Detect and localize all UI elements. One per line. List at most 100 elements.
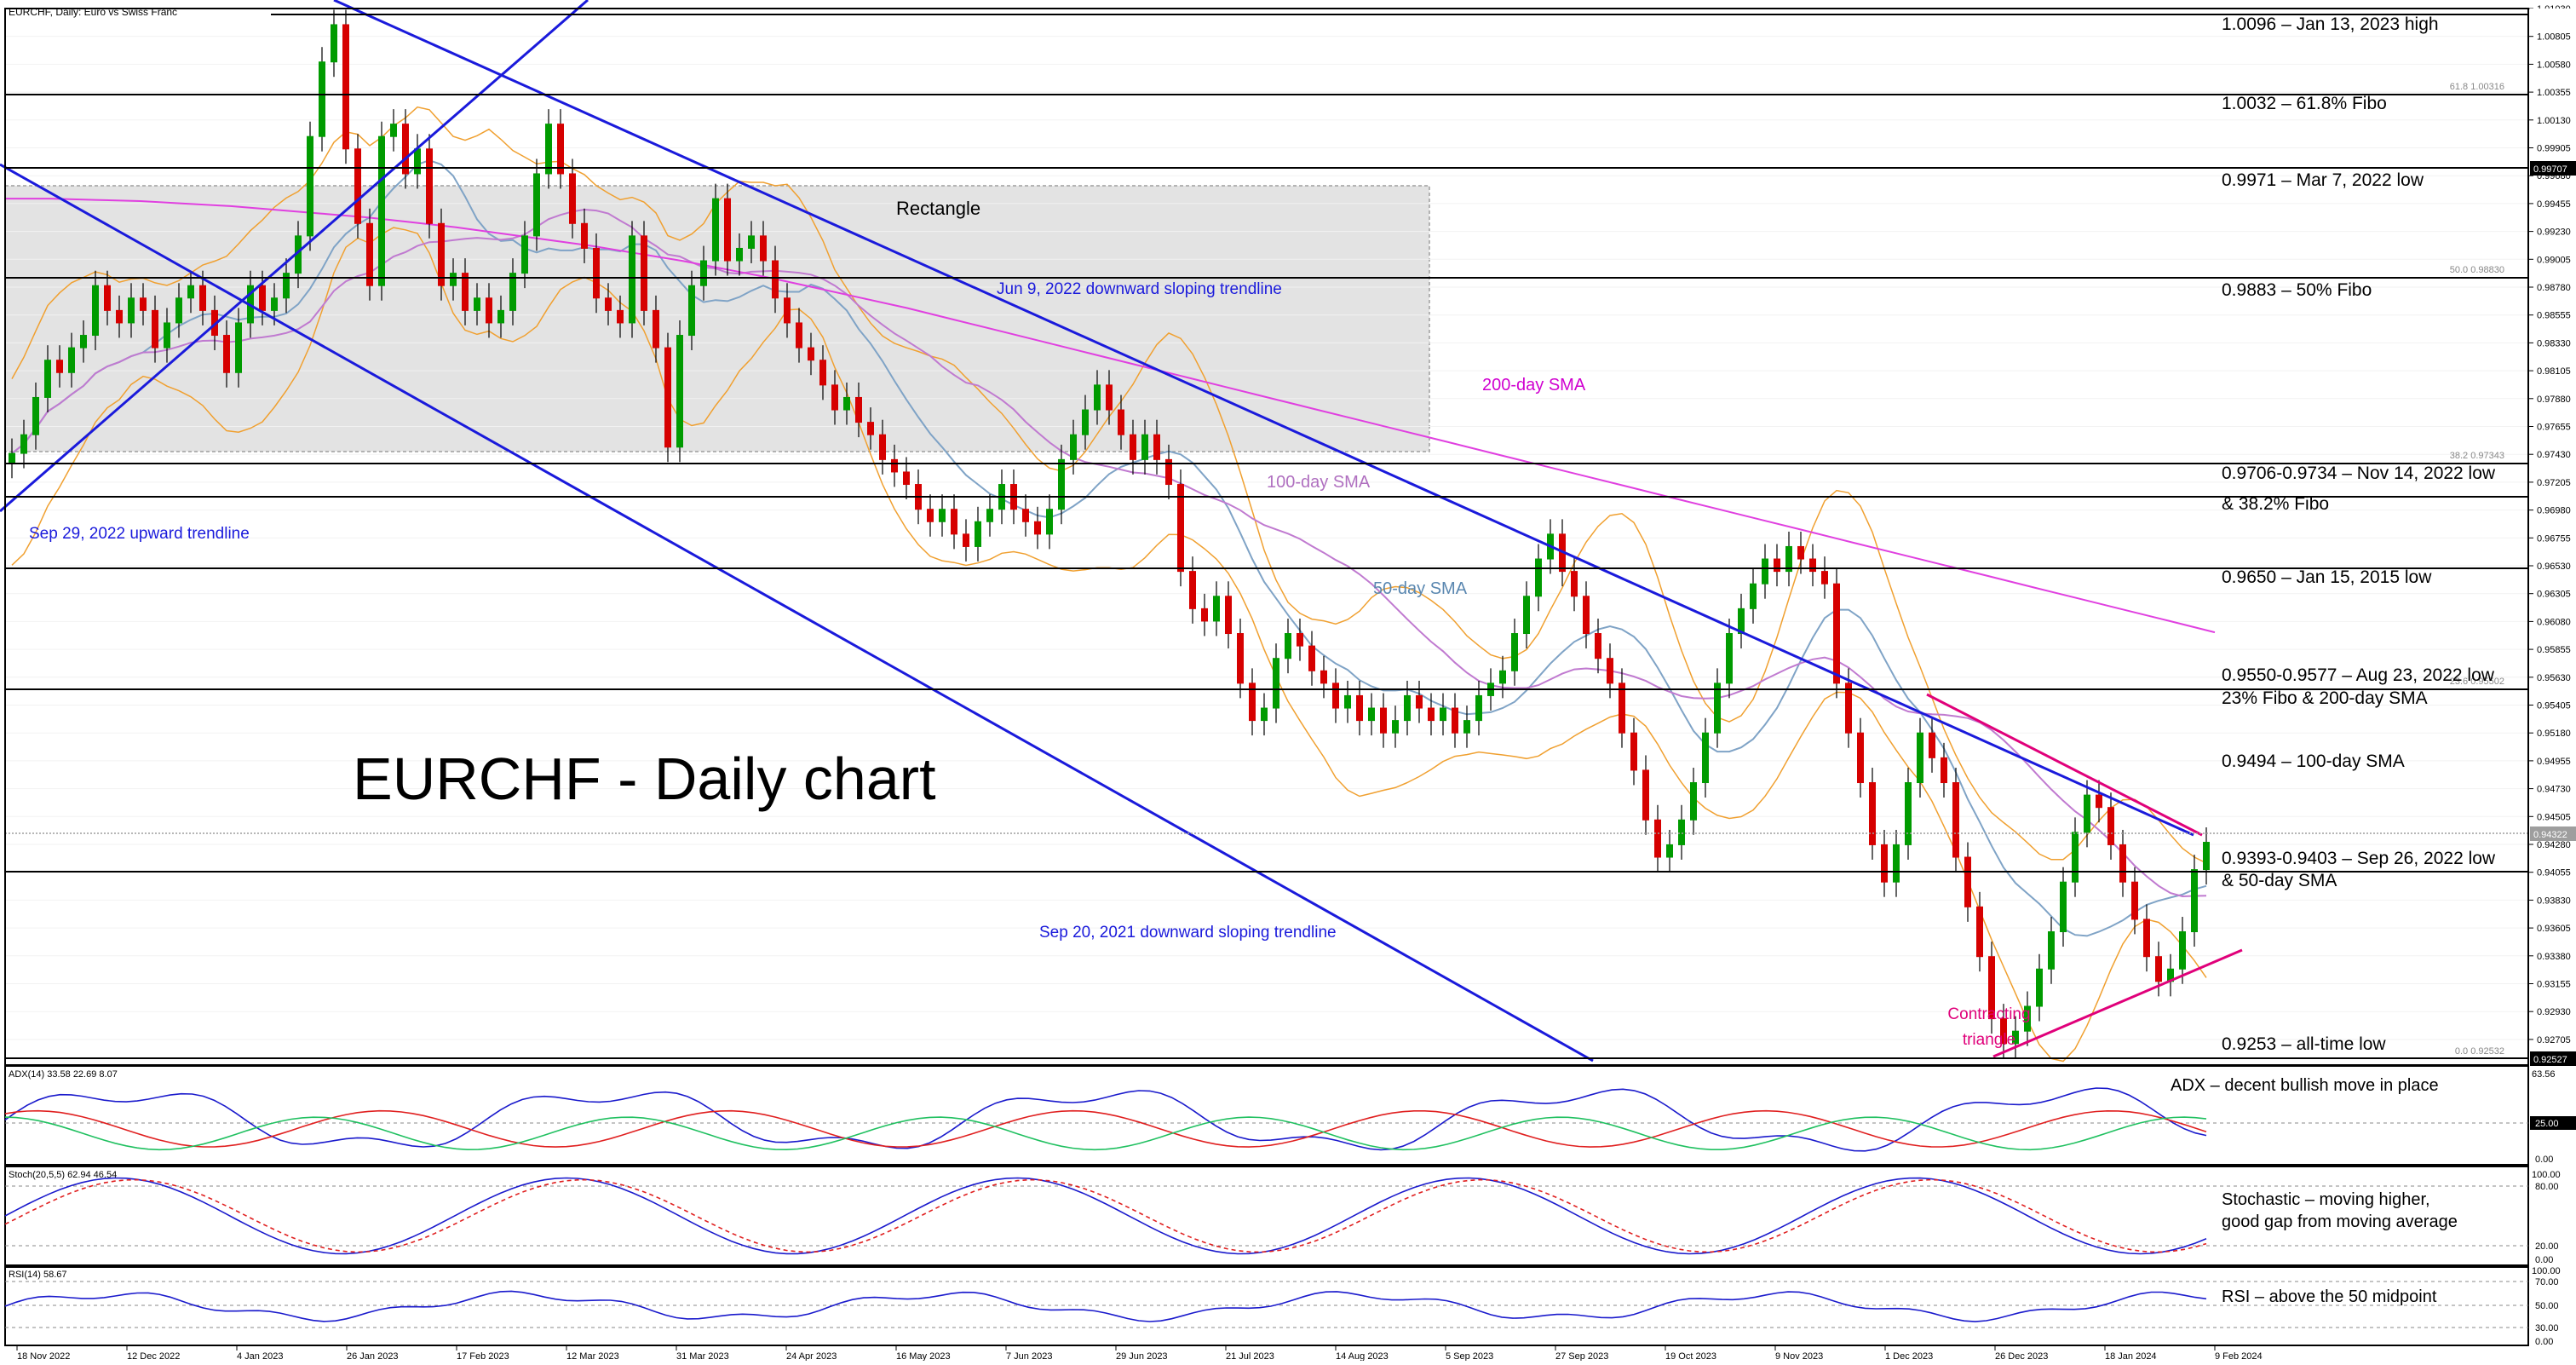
candle-body: [235, 322, 242, 373]
candle-body: [1034, 521, 1041, 535]
candle-body: [2191, 869, 2198, 933]
x-tick-label: 9 Nov 2023: [1775, 1351, 1823, 1361]
candle-body: [1141, 434, 1148, 460]
candle-body: [1273, 658, 1279, 709]
candle-body: [402, 124, 409, 175]
x-tick-label: 18 Jan 2024: [2105, 1351, 2157, 1361]
y-tick-label: 0.92705: [2537, 1035, 2571, 1045]
candle-body: [1726, 633, 1733, 684]
level-label-9393: 0.9393-0.9403 – Sep 26, 2022 low: [2222, 849, 2496, 868]
y-tick-label: 0.98780: [2537, 283, 2571, 293]
candle-body: [1130, 434, 1136, 460]
x-tick-label: 24 Apr 2023: [786, 1351, 837, 1361]
stoch-20-tick: 20.00: [2535, 1241, 2559, 1252]
stoch-top-tick: 100.00: [2532, 1170, 2561, 1180]
candle-body: [521, 235, 528, 274]
candle-body: [1988, 956, 1995, 1020]
y-tick-label: 0.94955: [2537, 757, 2571, 767]
triangle-upper-line: [1926, 693, 2203, 837]
sma50-label: 50-day SMA: [1373, 579, 1468, 598]
candle-body: [653, 309, 659, 348]
x-tick-label: 31 Mar 2023: [676, 1351, 729, 1361]
y-tick-label: 0.94730: [2537, 785, 2571, 795]
candle-body: [2024, 1005, 2031, 1032]
y-tick-label: 0.92930: [2537, 1007, 2571, 1017]
candle-body: [390, 124, 397, 137]
candle-body: [1964, 856, 1971, 907]
candle-body: [1642, 769, 1649, 821]
candle-body: [986, 509, 993, 522]
candle-body: [2060, 881, 2067, 933]
candle-body: [486, 297, 492, 324]
y-tick-label: 0.98105: [2537, 366, 2571, 377]
level-label-9706b: & 38.2% Fibo: [2222, 494, 2329, 514]
adx-top-tick: 63.56: [2532, 1069, 2556, 1080]
symbol-header: EURCHF, Daily: Euro vs Swiss Franc: [9, 6, 177, 18]
rsi-70-tick: 70.00: [2535, 1277, 2559, 1287]
candle-body: [831, 384, 838, 411]
candle-body: [641, 235, 647, 311]
y-tick-label: 0.99455: [2537, 199, 2571, 210]
y-tick-label: 0.97430: [2537, 450, 2571, 460]
candle-body: [772, 260, 779, 299]
candle-body: [1452, 707, 1458, 734]
rsi-30-tick: 30.00: [2535, 1323, 2559, 1333]
candle-body: [1762, 558, 1768, 585]
level-label-low: 0.9253 – all-time low: [2222, 1034, 2386, 1054]
candle-body: [438, 222, 445, 286]
candle-body: [1308, 645, 1315, 671]
sep29-upward-trendline: [0, 0, 589, 513]
candle-body: [796, 322, 802, 348]
candle-body: [199, 285, 206, 311]
candle-body: [1404, 694, 1411, 722]
candle-body: [605, 297, 612, 311]
rsi-panel: RSI(14) 58.67 RSI – above the 50 midpoin…: [4, 1266, 2561, 1347]
candle-body: [1583, 596, 1590, 635]
candle-body: [1738, 608, 1745, 635]
candle-body: [1845, 682, 1852, 734]
candle-body: [1070, 434, 1077, 460]
x-tick-label: 14 Aug 2023: [1336, 1351, 1389, 1361]
candle-body: [32, 396, 39, 435]
candle-body: [1595, 633, 1601, 659]
x-tick-label: 12 Mar 2023: [566, 1351, 619, 1361]
candle-body: [104, 285, 111, 311]
candle-body: [712, 198, 719, 262]
candle-body: [1630, 732, 1637, 771]
candle-body: [426, 148, 433, 224]
jun9-trendline: [333, 0, 2194, 837]
candle-body: [581, 222, 588, 249]
candle-body: [1607, 658, 1613, 684]
candle-body: [736, 247, 743, 262]
y-tick-label: 0.95405: [2537, 701, 2571, 711]
adx-label: ADX(14) 33.58 22.69 8.07: [9, 1069, 118, 1080]
candle-body: [1177, 484, 1184, 573]
y-tick-label: 0.98330: [2537, 338, 2571, 348]
triangle-label-1: Contracting: [1947, 1005, 2030, 1023]
rsi-note: RSI – above the 50 midpoint: [2222, 1287, 2437, 1306]
candle-body: [271, 297, 278, 311]
candle-body: [1535, 558, 1542, 597]
candle-body: [2072, 832, 2079, 883]
candle-body: [569, 173, 576, 224]
candle-body: [593, 247, 600, 299]
candle-body: [307, 135, 313, 237]
level-label-mar7: 0.9971 – Mar 7, 2022 low: [2222, 170, 2424, 190]
sma50-line: [11, 159, 2207, 937]
x-tick-label: 1 Dec 2023: [1885, 1351, 1933, 1361]
sep29-label: Sep 29, 2022 upward trendline: [29, 525, 250, 543]
candle-body: [414, 148, 421, 175]
candle-body: [2036, 968, 2043, 1007]
candle-body: [2084, 794, 2090, 833]
candle-body: [2012, 1030, 2019, 1045]
candle-body: [903, 471, 910, 486]
candle-body: [927, 509, 934, 522]
candle-body: [1797, 545, 1804, 560]
candle-body: [1821, 571, 1828, 585]
candle-body: [1929, 732, 1935, 758]
rsi-line: [4, 1290, 2207, 1322]
candle-body: [342, 24, 349, 150]
rsi-top-tick: 100.00: [2532, 1266, 2561, 1276]
candle-body: [259, 285, 266, 311]
